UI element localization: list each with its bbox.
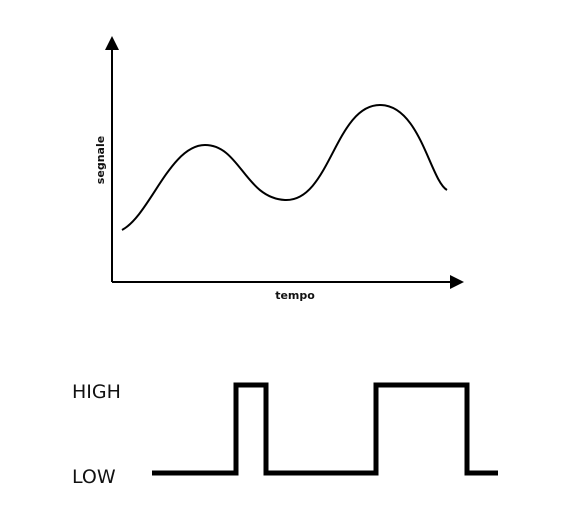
digital-signal: HIGH LOW [72, 381, 498, 488]
x-axis-label: tempo [275, 289, 315, 302]
low-label: LOW [72, 466, 116, 488]
x-axis-arrow [450, 275, 464, 289]
y-axis-arrow [105, 36, 119, 50]
y-axis-label: segnale [94, 136, 107, 184]
square-wave [152, 382, 498, 476]
analog-signal: segnale tempo [94, 36, 464, 302]
analog-curve [121, 103, 448, 231]
high-label: HIGH [72, 381, 121, 403]
